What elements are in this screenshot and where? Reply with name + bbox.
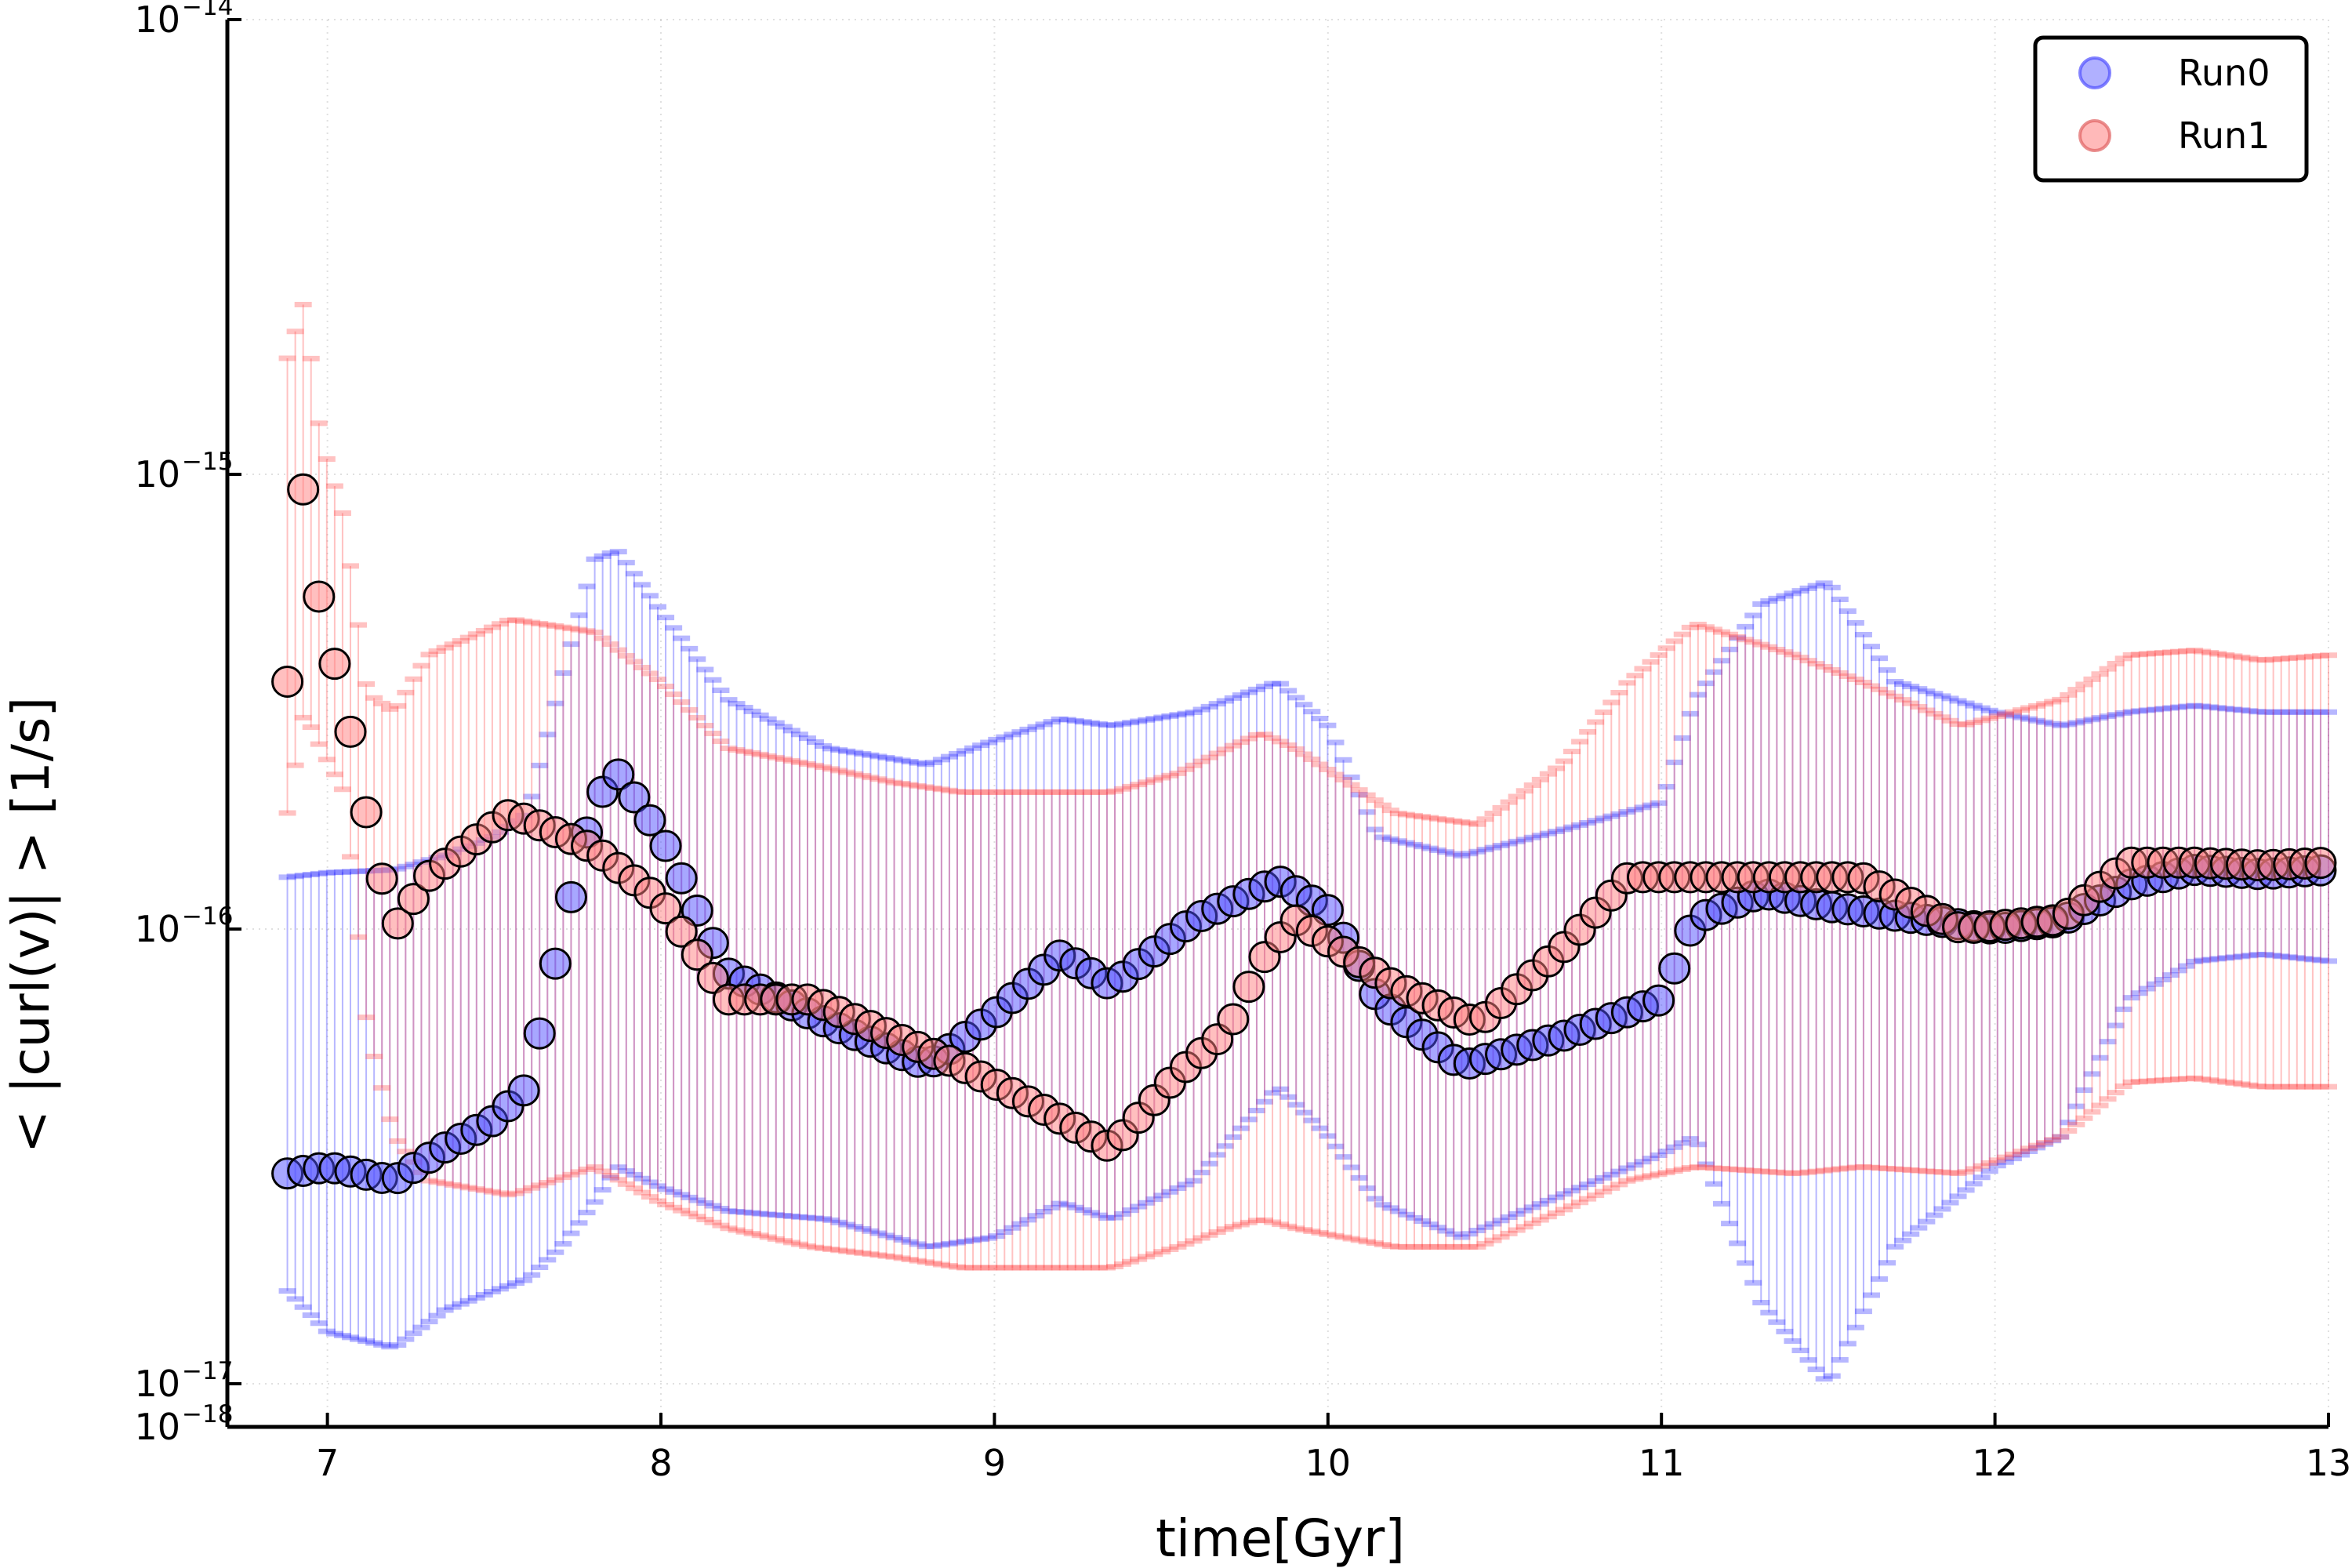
axes (225, 18, 2330, 1429)
data-point (1658, 952, 1691, 985)
data-point (334, 715, 367, 748)
y-tick-label: 10 (134, 1363, 180, 1405)
data-point (602, 758, 635, 791)
data-point (633, 804, 666, 837)
data-point (649, 892, 682, 925)
legend-label-run0: Run0 (2178, 52, 2270, 94)
data-point (381, 907, 414, 940)
x-tick-label: 10 (1305, 1442, 1352, 1484)
x-tick-label: 7 (316, 1442, 339, 1484)
y-tick-exponent: −15 (182, 448, 233, 476)
data-point (665, 862, 698, 895)
data-point (365, 862, 398, 895)
y-axis-label: < |curl(v)| > [1/s] (1, 697, 61, 1153)
markers-run1 (271, 473, 2337, 1162)
data-point (681, 938, 713, 971)
y-tick-label: 10 (134, 908, 180, 950)
data-point (507, 1074, 540, 1107)
data-point (554, 880, 587, 913)
data-point (271, 665, 304, 698)
x-tick-label: 12 (1972, 1442, 2018, 1484)
legend: Run0 Run1 (2033, 35, 2309, 183)
legend-label-run1: Run1 (2178, 114, 2270, 157)
data-point (1217, 1003, 1250, 1036)
data-point (287, 473, 320, 506)
data-point (665, 915, 698, 948)
x-tick-label: 8 (649, 1442, 672, 1484)
x-tick-label: 13 (2306, 1442, 2352, 1484)
data-point (350, 796, 383, 829)
data-point (523, 1017, 556, 1050)
y-tick-exponent: −18 (182, 1400, 233, 1428)
data-point (539, 947, 572, 980)
y-tick-exponent: −16 (182, 902, 233, 931)
x-axis-label: time[Gyr] (1156, 1508, 1405, 1568)
y-tick-exponent: −14 (182, 0, 233, 21)
y-tick-label: 10 (134, 0, 180, 41)
y-tick-exponent: −17 (182, 1357, 233, 1385)
y-tick-label: 10 (134, 1406, 180, 1448)
data-point (397, 883, 430, 916)
legend-marker-run0 (2078, 56, 2111, 89)
data-markers (271, 473, 2337, 1195)
data-point (1642, 984, 1675, 1017)
data-point (1232, 971, 1265, 1004)
data-point (318, 648, 351, 681)
data-point (649, 829, 682, 862)
x-tick-label: 9 (983, 1442, 1006, 1484)
x-tick-label: 11 (1639, 1442, 1685, 1484)
data-point (2304, 847, 2337, 880)
data-point (696, 961, 729, 994)
data-point (618, 781, 651, 814)
legend-marker-run1 (2078, 119, 2111, 152)
data-point (303, 580, 336, 613)
y-tick-label: 10 (134, 453, 180, 495)
